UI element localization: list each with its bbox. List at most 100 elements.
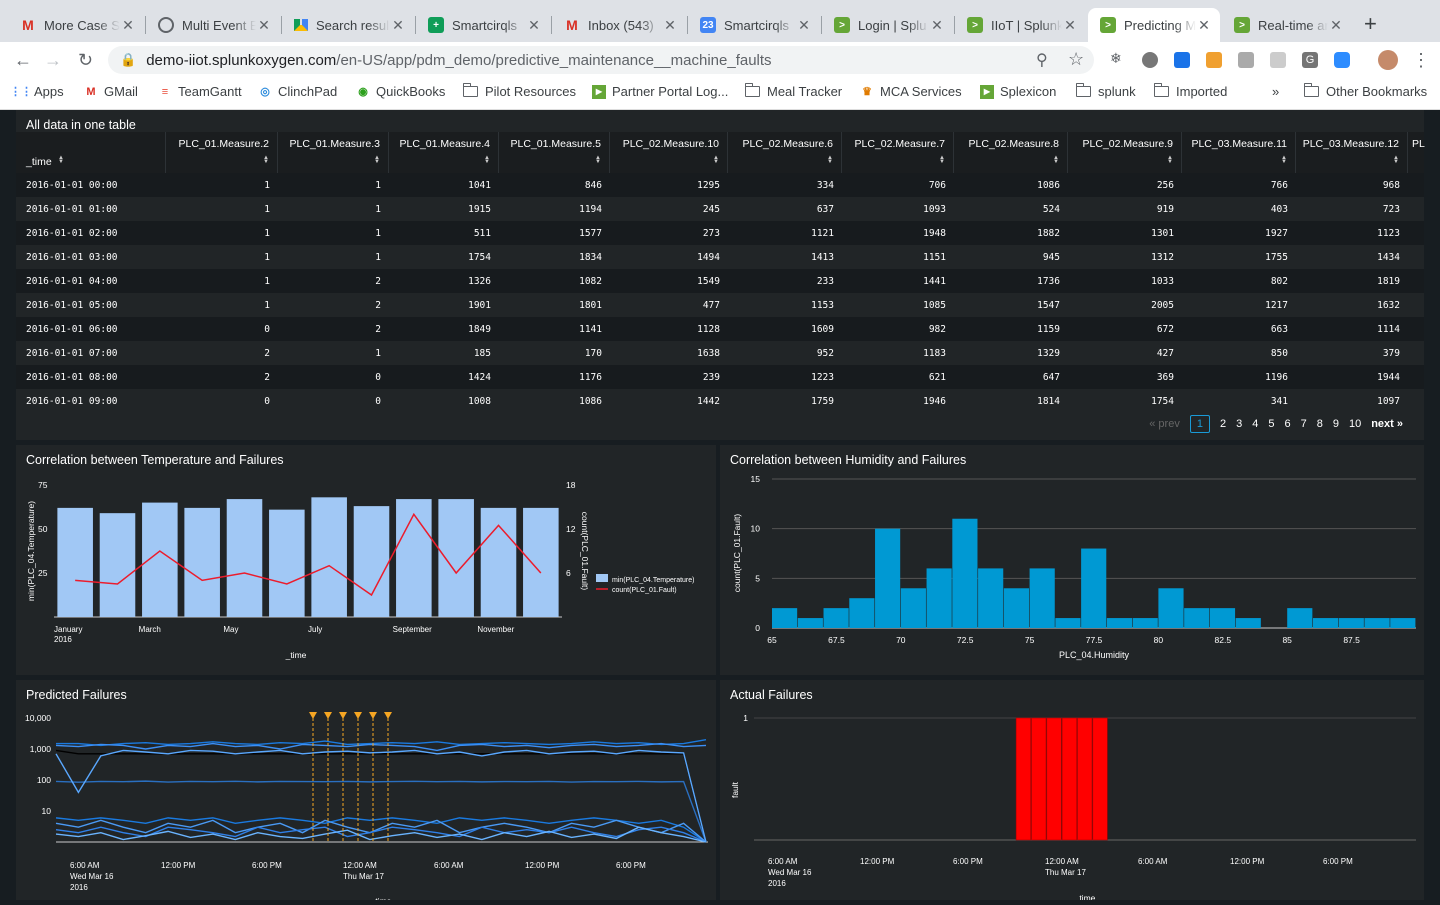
column-header-plc-02-measure-8[interactable]: PLC_02.Measure.8 ▲▼ (954, 132, 1068, 174)
page-link-3[interactable]: 3 (1236, 418, 1243, 430)
page-link-6[interactable]: 6 (1284, 418, 1291, 430)
prev-page-link[interactable]: « prev (1149, 418, 1180, 430)
address-bar[interactable]: 🔒 demo-iiot.splunkoxygen.com/en-US/app/p… (108, 46, 1094, 74)
prediction-series-line[interactable] (55, 780, 707, 843)
extension-icon[interactable] (1270, 52, 1286, 68)
grammarly-extension-icon[interactable]: G (1302, 52, 1318, 68)
page-link-9[interactable]: 9 (1332, 418, 1339, 430)
column-header-plc-02-measure-10[interactable]: PLC_02.Measure.10 ▲▼ (610, 132, 728, 174)
temperature-bar[interactable] (226, 499, 263, 617)
bookmark-gmail[interactable]: M GMail (84, 84, 138, 99)
column-header-plc-01-measure-3[interactable]: PLC_01.Measure.3 ▲▼ (278, 132, 389, 174)
bookmark-clinchpad[interactable]: ◎ ClinchPad (258, 84, 337, 99)
browser-tab[interactable]: + Smartcirqls ✕ (416, 8, 550, 42)
eyedropper-extension-icon[interactable] (1174, 52, 1190, 68)
sort-icon[interactable]: ▲▼ (1393, 155, 1399, 165)
histogram-bar[interactable] (849, 598, 875, 628)
page-link-2[interactable]: 2 (1219, 418, 1227, 430)
zoom-icon[interactable]: ⚲ (1036, 52, 1048, 69)
histogram-bar[interactable] (1312, 618, 1339, 628)
prediction-series-line[interactable] (55, 826, 707, 843)
histogram-bar[interactable] (1029, 568, 1055, 628)
histogram-bar[interactable] (1338, 618, 1364, 628)
temperature-bar[interactable] (57, 507, 93, 617)
event-marker-icon[interactable] (339, 712, 347, 719)
histogram-bar[interactable] (926, 568, 952, 628)
column-header-plc-02-measure-9[interactable]: PLC_02.Measure.9 ▲▼ (1068, 132, 1182, 174)
browser-tab[interactable]: > IIoT | Splunk ✕ (955, 8, 1086, 42)
close-icon[interactable]: ✕ (528, 16, 540, 33)
bookmark-imported[interactable]: Imported (1153, 83, 1227, 99)
menu-icon[interactable]: ⋮ (1412, 50, 1430, 70)
temperature-bar[interactable] (523, 507, 559, 617)
page-link-1[interactable]: 1 (1189, 415, 1210, 433)
column-header-plc-03-measure-12[interactable]: PLC_03.Measure.12 ▲▼ (1296, 132, 1408, 174)
sort-icon[interactable]: ▲▼ (1281, 155, 1287, 165)
histogram-bar[interactable] (1209, 608, 1236, 628)
new-tab-icon[interactable]: + (1364, 11, 1377, 36)
prediction-series-line[interactable] (55, 817, 707, 843)
close-icon[interactable]: ✕ (122, 16, 134, 33)
page-link-7[interactable]: 7 (1300, 418, 1307, 430)
page-link-5[interactable]: 5 (1268, 418, 1275, 430)
bookmark-partner-portal-log[interactable]: ▶ Partner Portal Log... (592, 84, 728, 99)
close-icon[interactable]: ✕ (1064, 16, 1076, 33)
browser-tab[interactable]: 23 Smartcirqls ✕ (688, 8, 820, 42)
histogram-bar[interactable] (1364, 618, 1390, 628)
page-link-4[interactable]: 4 (1252, 418, 1259, 430)
close-icon[interactable]: ✕ (664, 16, 676, 33)
column-header-time[interactable]: _time ▲▼ (16, 132, 166, 174)
browser-tab[interactable]: > Login | Splu ✕ (822, 8, 953, 42)
temperature-bar[interactable] (438, 499, 474, 617)
sort-icon[interactable]: ▲▼ (827, 155, 833, 165)
failure-bar[interactable] (1046, 717, 1062, 841)
bookmark-meal-tracker[interactable]: Meal Tracker (744, 83, 842, 99)
event-marker-icon[interactable] (324, 712, 332, 719)
histogram-bar[interactable] (772, 608, 798, 628)
temperature-bar[interactable] (396, 499, 432, 617)
page-link-8[interactable]: 8 (1316, 418, 1323, 430)
event-marker-icon[interactable] (354, 712, 362, 719)
sort-icon[interactable]: ▲▼ (484, 155, 490, 165)
bookmark-teamgantt[interactable]: ≡ TeamGantt (158, 84, 242, 99)
histogram-bar[interactable] (1235, 618, 1261, 628)
bookmark-apps[interactable]: ⋮⋮ Apps (10, 84, 64, 99)
prediction-series-line[interactable] (55, 826, 707, 843)
prediction-series-line[interactable] (55, 819, 707, 843)
column-header-plc-02-measure-6[interactable]: PLC_02.Measure.6 ▲▼ (728, 132, 842, 174)
sort-icon[interactable]: ▲▼ (713, 155, 719, 165)
histogram-bar[interactable] (1184, 608, 1210, 628)
bookmark-star-icon[interactable]: ☆ (1068, 49, 1085, 69)
sort-icon[interactable]: ▲▼ (595, 155, 601, 165)
column-header-plc-03-measure-11[interactable]: PLC_03.Measure.11 ▲▼ (1182, 132, 1296, 174)
failure-bar[interactable] (1031, 717, 1047, 841)
close-icon[interactable]: ✕ (1198, 16, 1210, 33)
off-extension-icon[interactable] (1206, 52, 1222, 68)
sort-icon[interactable]: ▲▼ (58, 155, 64, 165)
browser-tab[interactable]: M More Case S ✕ (8, 8, 144, 42)
column-header-plc-01-measure-4[interactable]: PLC_01.Measure.4 ▲▼ (389, 132, 499, 174)
close-icon[interactable]: ✕ (1330, 16, 1342, 33)
column-header-plc-02-measure-7[interactable]: PLC_02.Measure.7 ▲▼ (842, 132, 954, 174)
failure-bar[interactable] (1092, 717, 1108, 841)
histogram-bar[interactable] (1158, 588, 1184, 628)
close-icon[interactable]: ✕ (258, 16, 270, 33)
event-marker-icon[interactable] (309, 712, 317, 719)
browser-tab[interactable]: Search resul ✕ (282, 8, 414, 42)
prediction-series-line[interactable] (55, 742, 707, 752)
page-link-10[interactable]: 10 (1348, 418, 1362, 430)
more-bookmarks-icon[interactable]: » (1272, 84, 1280, 99)
bookmark-quickbooks[interactable]: ◉ QuickBooks (356, 84, 445, 99)
histogram-bar[interactable] (1287, 608, 1313, 628)
browser-tab[interactable]: M Inbox (543) ✕ (552, 8, 686, 42)
bookmark-splexicon[interactable]: ▶ Splexicon (980, 84, 1056, 99)
temperature-bar[interactable] (311, 497, 347, 617)
failure-bar[interactable] (1077, 717, 1093, 841)
histogram-bar[interactable] (1055, 618, 1081, 628)
close-icon[interactable]: ✕ (798, 16, 810, 33)
temperature-bar[interactable] (269, 509, 305, 617)
event-marker-icon[interactable] (369, 712, 377, 719)
column-header-pl[interactable]: PL (1408, 132, 1425, 174)
histogram-bar[interactable] (900, 588, 926, 628)
browser-tab[interactable]: > Predicting M ✕ (1088, 8, 1220, 42)
